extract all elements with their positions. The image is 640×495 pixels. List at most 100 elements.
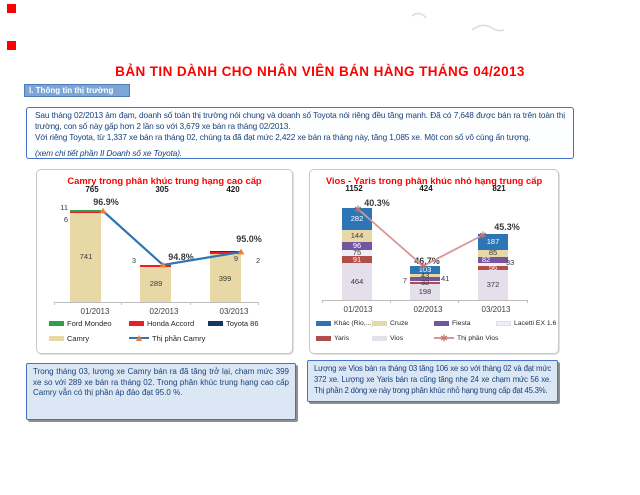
- legend-label: Thị phần Camry: [152, 333, 206, 343]
- legend-label: Camry: [67, 333, 90, 343]
- camry-chart-plot: 765 01/2013 96.9% 305 02/2013 94.8% 420 03/2013…: [37, 170, 292, 353]
- vios-note: Lượng xe Vios bán ra tháng 03 tăng 106 x…: [307, 360, 558, 402]
- bar-segment: [410, 277, 440, 281]
- axis-tick: [527, 300, 528, 303]
- bar-segment: [342, 230, 372, 242]
- legend-item: Honda Accord: [129, 319, 194, 328]
- share-line: [99, 207, 245, 268]
- bar-segment: [70, 211, 101, 213]
- bar-value-label: 91: [352, 255, 362, 264]
- camry-chart-title: Camry trong phân khúc trung hạng cao cấp: [67, 175, 262, 186]
- bar-value-label: 41: [441, 274, 450, 283]
- bar-value-label: 187: [486, 237, 500, 246]
- bar-segment: [410, 284, 440, 300]
- bar-value-label: 372: [486, 280, 500, 289]
- bar-value-label: 6: [63, 215, 68, 224]
- bar-segment: [210, 254, 241, 302]
- legend-label: Cruze: [390, 319, 409, 327]
- legend-label: Thị phần Vios: [457, 334, 499, 342]
- legend-line-swatch: [434, 334, 454, 342]
- legend-swatch: [129, 320, 144, 326]
- bar-value-label: 3: [131, 256, 136, 265]
- bar-value-label: 43: [420, 271, 430, 280]
- bar-value-label: 56: [488, 263, 498, 272]
- bar-segment: [342, 249, 372, 256]
- bar-segment: [478, 265, 508, 271]
- legend-item: Khác (Rio,...): [316, 319, 374, 327]
- legend-swatch: [49, 335, 64, 341]
- bar-value-label: 741: [79, 252, 93, 261]
- vios-chart-title: Vios - Yaris trong phân khúc nhỏ hạng tr…: [325, 175, 543, 186]
- bar-value-label: 144: [350, 231, 364, 240]
- bar-segment: [478, 256, 508, 264]
- legend-swatch: [208, 320, 223, 326]
- share-percent-label: 96.9%: [93, 197, 119, 207]
- axis-tick: [190, 302, 191, 305]
- category-label: 03/2013: [219, 307, 249, 316]
- bar-value-label: 103: [418, 265, 432, 274]
- share-line: [354, 205, 487, 270]
- category-label: 02/2013: [149, 307, 179, 316]
- share-percent-label: 46.7%: [414, 256, 440, 266]
- camry-note: Trong tháng 03, lượng xe Camry bán ra đã…: [26, 363, 296, 420]
- bar-segment: [210, 250, 241, 252]
- red-marker-1: [7, 4, 16, 13]
- vios-chart-panel: Vios - Yaris trong phân khúc nhỏ hạng tr…: [309, 169, 559, 354]
- legend-label: Yaris: [334, 334, 349, 342]
- legend-item: Ford Mondeo: [49, 319, 112, 328]
- bar-segment: [478, 263, 508, 266]
- legend-label: Lacetti EX 1.6: [514, 319, 557, 327]
- bar-value-label: 198: [418, 287, 432, 296]
- bar-segment: [478, 270, 508, 300]
- bar-value-label: 399: [218, 274, 232, 283]
- bar-segment: [410, 265, 440, 274]
- legend-swatch: [316, 320, 331, 326]
- share-percent-label: 45.3%: [494, 222, 520, 232]
- legend-swatch: [316, 335, 331, 341]
- x-axis-line: [322, 300, 527, 301]
- red-marker-2: [7, 41, 16, 50]
- legend-item: Yaris: [316, 334, 349, 342]
- total-label: 765: [85, 185, 99, 194]
- legend-swatch: [372, 320, 387, 326]
- bar-value-label: 464: [350, 277, 364, 286]
- intro-box: Sau tháng 02/2013 ảm đạm, doanh số toàn …: [26, 107, 574, 159]
- total-label: 420: [226, 185, 240, 194]
- share-percent-label: 95.0%: [236, 234, 262, 244]
- section-label: I. Thông tin thị trường: [24, 84, 130, 97]
- legend-item: Vios: [372, 334, 403, 342]
- vios-chart-plot: 1152 01/2013 40.3% 424 02/2013 46.7% 821 03/201…: [310, 170, 558, 353]
- category-label: 01/2013: [343, 305, 373, 314]
- bar-value-label: 82: [481, 255, 491, 264]
- legend-swatch: [49, 320, 64, 326]
- bar-segment: [410, 281, 440, 285]
- bar-segment: [342, 262, 372, 300]
- axis-tick: [54, 302, 55, 305]
- share-percent-label: 94.8%: [168, 252, 194, 262]
- bar-segment: [140, 265, 171, 268]
- intro-paragraph-3: (xem chi tiết phần II Doanh số xe Toyota…: [35, 148, 182, 159]
- category-label: 01/2013: [80, 307, 110, 316]
- bar-value-label: 2: [256, 256, 261, 265]
- bar-segment: [70, 209, 101, 212]
- star-marker: [354, 205, 362, 213]
- legend-label: Khác (Rio,...): [334, 319, 374, 327]
- star-marker: [479, 231, 487, 239]
- triangle-marker: [237, 248, 245, 255]
- bar-segment: [478, 234, 508, 250]
- legend-label: Toyota 86: [226, 318, 259, 328]
- legend-item: Camry: [49, 333, 90, 343]
- bar-segment: [70, 212, 101, 302]
- page-title: BẢN TIN DÀNH CHO NHÂN VIÊN BÁN HÀNG THÁN…: [115, 64, 525, 79]
- bar-value-label: 9: [233, 254, 239, 263]
- legend-swatch: [434, 320, 449, 326]
- legend-item: Lacetti EX 1.6: [496, 319, 556, 327]
- intro-paragraph-2: Với riêng Toyota, từ 1,337 xe bán ra thá…: [35, 131, 531, 142]
- bar-value-label: 96: [352, 241, 362, 250]
- legend-line-swatch: [129, 335, 149, 341]
- bar-value-label: 85: [488, 248, 498, 257]
- intro-paragraph-1: Sau tháng 02/2013 ảm đạm, doanh số toàn …: [35, 110, 565, 131]
- legend-label: Vios: [390, 334, 404, 342]
- bar-value-label: 75: [352, 248, 362, 257]
